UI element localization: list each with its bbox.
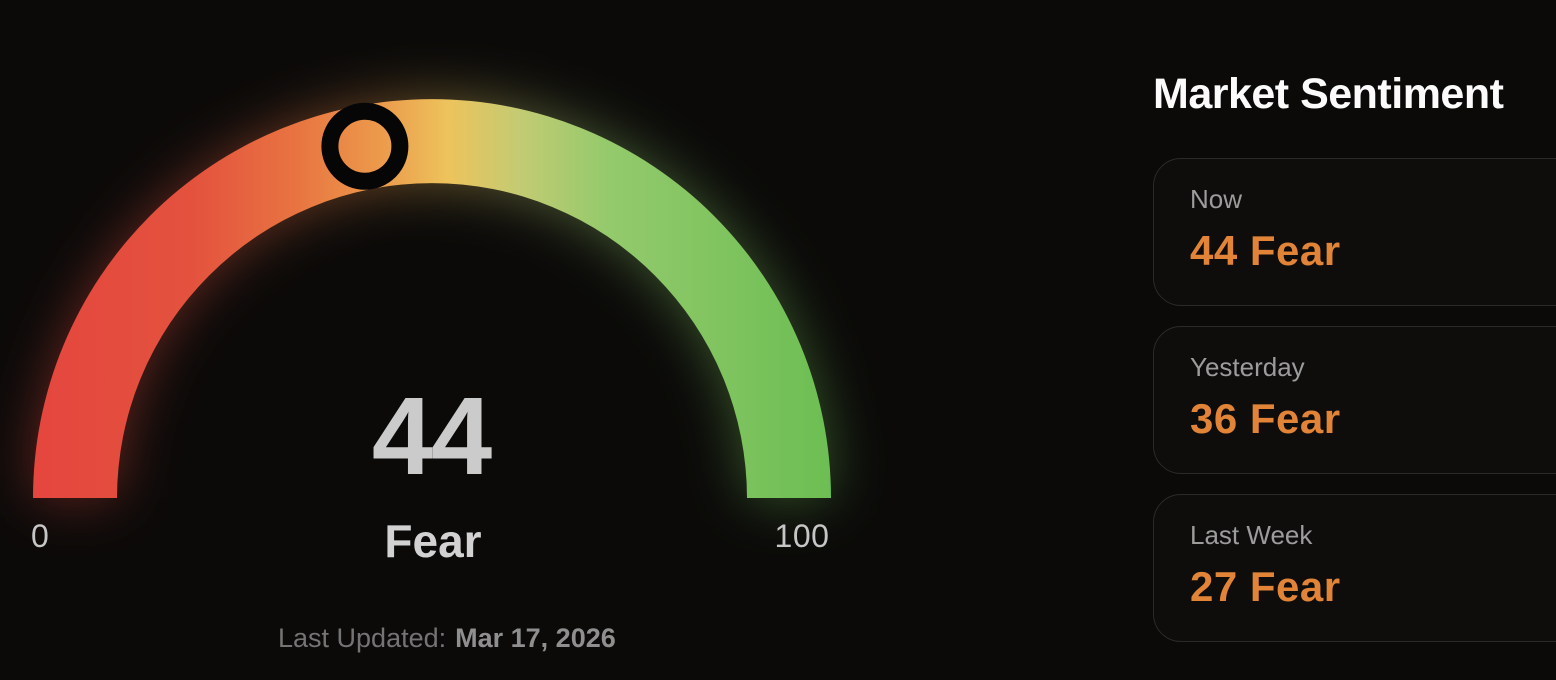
last-updated: Last Updated: Mar 17, 2026 [278,622,616,654]
last-updated-label: Last Updated: [278,623,447,653]
panel-title: Market Sentiment [1153,70,1504,118]
card-value: 27 Fear [1190,562,1341,610]
last-updated-date: Mar 17, 2026 [455,623,616,653]
gauge-min-label: 0 [31,518,50,554]
card-label: Yesterday [1190,352,1305,382]
fear-greed-gauge [33,99,831,498]
gauge-marker-ring [321,102,409,190]
gauge-current-value: 44 [371,375,492,498]
gauge-arc [33,99,831,498]
card-value: 44 Fear [1190,226,1341,274]
sentiment-card-now: Now 44 Fear [1153,158,1556,306]
sentiment-card-last-week: Last Week 27 Fear [1153,494,1556,642]
card-value: 36 Fear [1190,394,1341,442]
sentiment-card-yesterday: Yesterday 36 Fear [1153,326,1556,474]
card-label: Last Week [1190,520,1313,550]
sentiment-history-list: Now 44 Fear Yesterday 36 Fear Last Week … [1153,158,1556,662]
card-label: Now [1190,184,1243,214]
gauge-max-label: 100 [774,518,830,554]
gauge-classification-label: Fear [384,515,482,567]
